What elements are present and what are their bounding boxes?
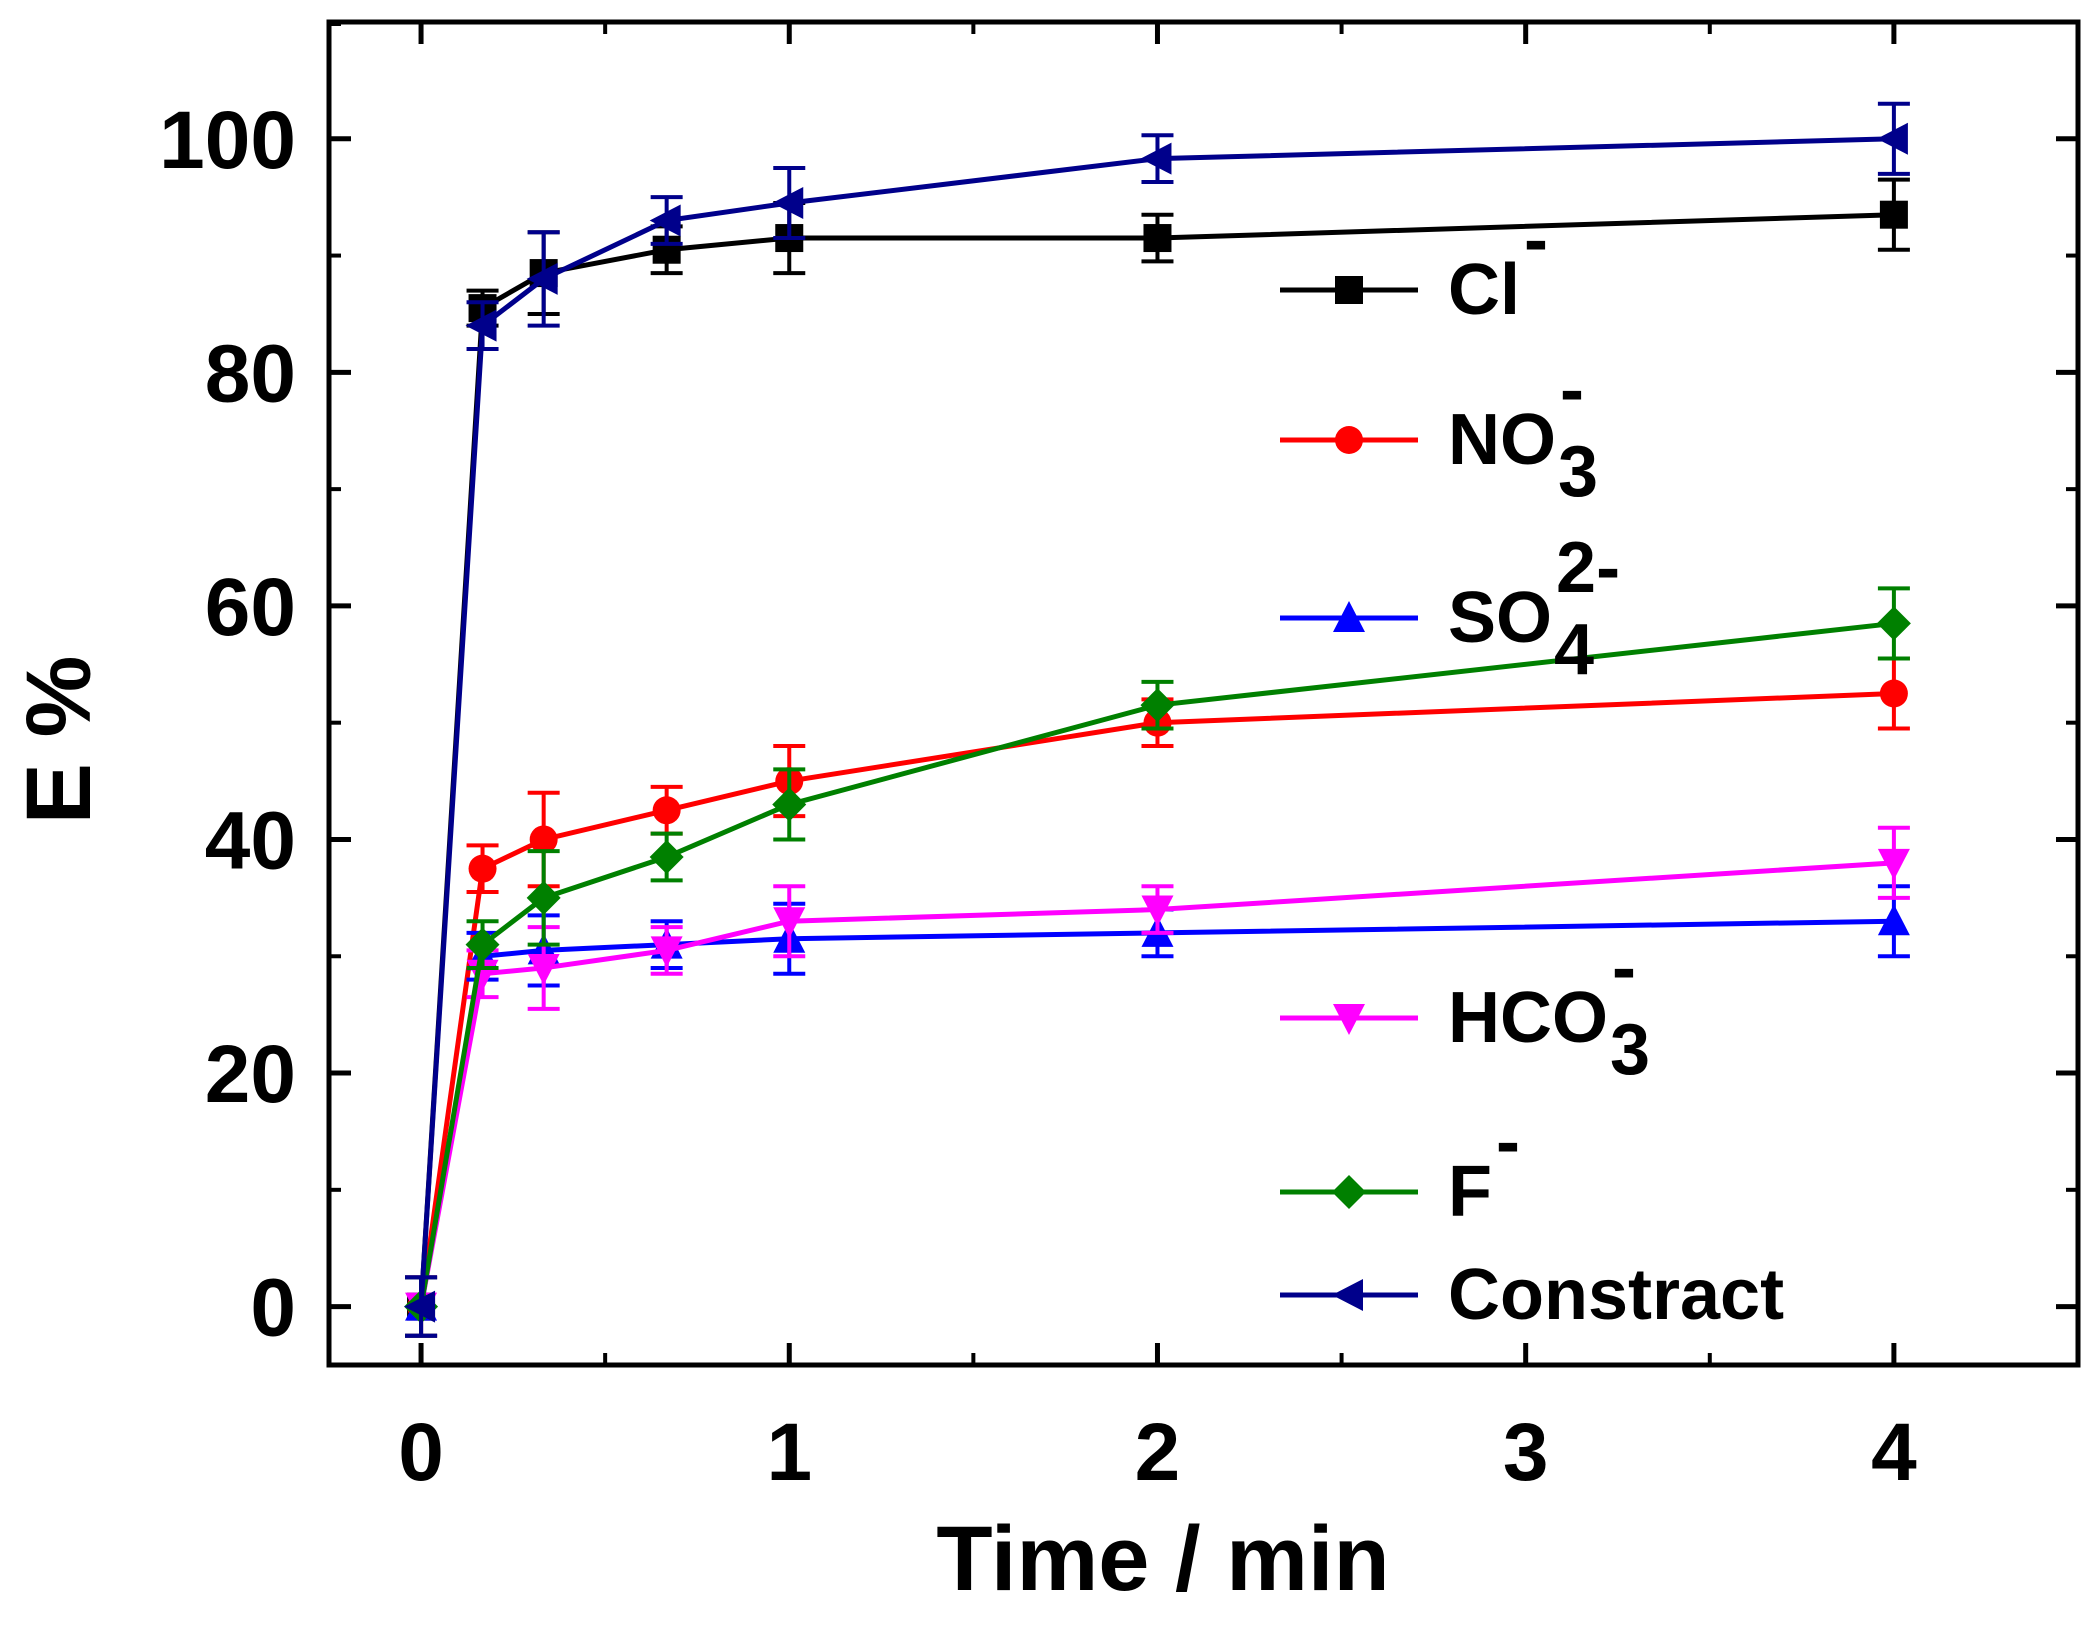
data-point [1141, 895, 1174, 927]
data-point [468, 854, 497, 883]
legend-label: Cl [1448, 250, 1520, 330]
legend-label: HCO [1448, 978, 1608, 1058]
data-point [772, 187, 804, 220]
data-point [649, 839, 684, 874]
x-tick-label: 1 [766, 1407, 812, 1498]
data-point [1877, 904, 1910, 936]
data-point [1879, 200, 1908, 229]
legend-superscript: - [1560, 350, 1584, 430]
legend-label: F [1448, 1152, 1492, 1232]
series-0 [405, 177, 1910, 1338]
legend-entry: SO 42- [1280, 528, 1620, 690]
x-axis-title: Time / min [936, 1508, 1389, 1610]
data-point [465, 927, 500, 962]
y-tick-label: 40 [205, 795, 296, 886]
legend-superscript: - [1524, 200, 1548, 280]
legend-superscript: 2- [1556, 528, 1620, 608]
legend-entry: NO 3- [1280, 350, 1598, 512]
data-point [526, 262, 558, 295]
y-tick-label: 60 [205, 562, 296, 653]
data-point [527, 953, 560, 985]
series-layer [404, 101, 1911, 1338]
legend-marker [1335, 426, 1363, 454]
axis-ticks [329, 22, 2078, 1365]
x-tick-label: 2 [1135, 1407, 1181, 1498]
legend-subscript: 3 [1558, 432, 1598, 512]
legend-marker [1332, 1175, 1366, 1209]
data-point [649, 204, 681, 237]
legend-label: Constract [1448, 1255, 1784, 1335]
data-point [529, 825, 558, 854]
data-point [772, 787, 807, 822]
data-point [404, 1290, 436, 1323]
series-1 [405, 656, 1910, 1338]
data-point [1876, 606, 1911, 641]
data-point [1140, 688, 1175, 723]
y-tick-label: 80 [205, 328, 296, 419]
legend: Cl-NO 3-SO 42-HCO 3-F-Constract [1280, 200, 1784, 1335]
series-line [418, 918, 1894, 1308]
legend-entry: HCO 3- [1280, 928, 1650, 1090]
legend-marker [1332, 1279, 1363, 1311]
data-point [1143, 224, 1172, 253]
legend-subscript: 4 [1554, 610, 1594, 690]
data-point [526, 880, 561, 915]
plot-frame [326, 19, 2081, 1368]
y-tick-label: 20 [205, 1029, 296, 1120]
y-tick-label: 100 [159, 95, 296, 186]
y-axis-title: E % [8, 656, 110, 825]
legend-superscript: - [1612, 928, 1636, 1008]
legend-entry: F- [1280, 1102, 1520, 1232]
series-5 [404, 101, 1910, 1338]
legend-entry: Cl- [1280, 200, 1548, 330]
data-point [465, 309, 497, 342]
legend-entry: Constract [1280, 1255, 1784, 1335]
legend-subscript: 3 [1610, 1010, 1650, 1090]
data-point [1877, 848, 1910, 880]
legend-marker [1335, 276, 1363, 304]
data-point [1879, 679, 1908, 708]
x-tick-label: 0 [398, 1407, 444, 1498]
series-line [418, 691, 1894, 1307]
x-tick-label: 4 [1871, 1407, 1917, 1498]
data-point [773, 907, 806, 939]
data-point [1140, 142, 1172, 175]
series-line [418, 212, 1894, 1307]
x-tick-label: 3 [1503, 1407, 1549, 1498]
data-point [652, 796, 681, 825]
legend-marker [1333, 601, 1365, 632]
legend-label: NO [1448, 400, 1556, 480]
legend-marker [1333, 1004, 1365, 1035]
data-point [650, 936, 683, 968]
data-point [1876, 122, 1908, 155]
legend-label: SO [1448, 578, 1552, 658]
legend-superscript: - [1496, 1102, 1520, 1182]
y-tick-label: 0 [250, 1263, 296, 1354]
